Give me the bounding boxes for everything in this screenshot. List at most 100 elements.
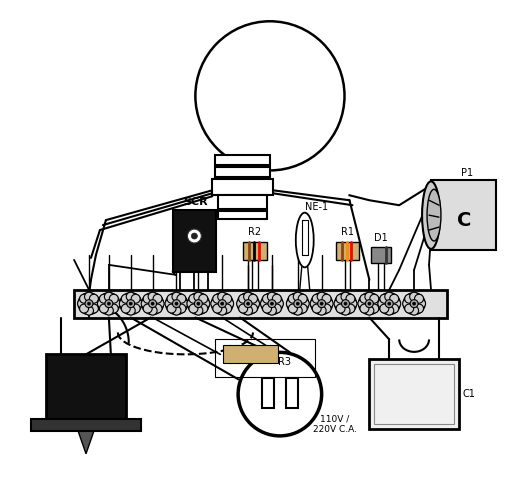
Circle shape xyxy=(98,293,120,315)
Circle shape xyxy=(365,292,374,301)
Circle shape xyxy=(358,293,380,315)
Circle shape xyxy=(385,300,393,308)
Circle shape xyxy=(341,292,350,301)
Circle shape xyxy=(89,304,98,313)
Circle shape xyxy=(251,299,259,308)
Bar xyxy=(223,346,278,363)
Circle shape xyxy=(201,299,210,308)
Circle shape xyxy=(246,302,250,305)
Circle shape xyxy=(318,300,326,308)
Circle shape xyxy=(167,294,176,303)
Circle shape xyxy=(80,304,88,313)
Circle shape xyxy=(165,299,174,308)
Circle shape xyxy=(77,299,86,308)
Circle shape xyxy=(211,299,220,308)
Circle shape xyxy=(141,293,164,315)
Circle shape xyxy=(111,299,120,308)
Circle shape xyxy=(80,294,88,303)
Circle shape xyxy=(244,300,252,308)
Circle shape xyxy=(388,302,391,305)
Bar xyxy=(215,167,270,177)
Circle shape xyxy=(108,302,110,305)
Text: R3: R3 xyxy=(278,357,291,367)
Circle shape xyxy=(342,300,349,308)
Circle shape xyxy=(237,293,259,315)
Circle shape xyxy=(99,304,109,313)
Bar xyxy=(335,242,359,260)
Circle shape xyxy=(126,292,135,301)
Circle shape xyxy=(97,299,107,308)
Circle shape xyxy=(223,304,231,313)
Circle shape xyxy=(197,302,200,305)
Circle shape xyxy=(179,299,188,308)
Circle shape xyxy=(223,294,231,303)
Circle shape xyxy=(175,302,178,305)
Text: R1: R1 xyxy=(341,227,354,237)
Circle shape xyxy=(105,300,113,308)
Circle shape xyxy=(370,294,379,303)
Circle shape xyxy=(196,21,345,170)
Text: NE-1: NE-1 xyxy=(305,202,328,212)
Circle shape xyxy=(334,299,343,308)
Circle shape xyxy=(379,293,400,315)
Circle shape xyxy=(177,304,186,313)
Circle shape xyxy=(360,294,369,303)
Bar xyxy=(46,354,126,419)
Circle shape xyxy=(392,299,401,308)
Circle shape xyxy=(143,294,152,303)
Text: C1: C1 xyxy=(462,389,475,399)
Circle shape xyxy=(238,352,322,436)
Circle shape xyxy=(334,293,356,315)
Bar xyxy=(173,210,216,272)
Circle shape xyxy=(172,306,181,315)
Circle shape xyxy=(310,299,319,308)
Ellipse shape xyxy=(296,212,314,267)
Circle shape xyxy=(346,304,355,313)
Circle shape xyxy=(211,293,233,315)
Circle shape xyxy=(370,304,379,313)
Circle shape xyxy=(109,294,118,303)
Circle shape xyxy=(109,304,118,313)
Circle shape xyxy=(414,304,423,313)
Circle shape xyxy=(287,293,309,315)
Circle shape xyxy=(92,299,100,308)
Circle shape xyxy=(239,294,248,303)
Circle shape xyxy=(410,300,418,308)
Bar xyxy=(431,181,496,250)
Bar xyxy=(243,242,267,260)
Circle shape xyxy=(151,302,154,305)
Circle shape xyxy=(199,294,208,303)
Bar xyxy=(262,378,274,408)
Circle shape xyxy=(187,229,201,243)
Circle shape xyxy=(402,299,412,308)
Circle shape xyxy=(293,306,302,315)
Circle shape xyxy=(312,294,321,303)
Circle shape xyxy=(218,306,227,315)
Bar xyxy=(371,247,391,263)
Circle shape xyxy=(85,300,93,308)
Circle shape xyxy=(213,294,222,303)
Bar xyxy=(369,359,459,429)
Circle shape xyxy=(172,292,181,301)
Circle shape xyxy=(385,292,394,301)
Circle shape xyxy=(78,293,100,315)
Polygon shape xyxy=(78,431,94,454)
Circle shape xyxy=(189,304,198,313)
Circle shape xyxy=(298,304,307,313)
Circle shape xyxy=(320,302,323,305)
Circle shape xyxy=(149,300,157,308)
Circle shape xyxy=(148,306,157,315)
Circle shape xyxy=(380,294,389,303)
Circle shape xyxy=(243,292,253,301)
Circle shape xyxy=(153,294,162,303)
Text: P1: P1 xyxy=(461,168,473,179)
Circle shape xyxy=(405,294,414,303)
Bar xyxy=(215,339,315,377)
Circle shape xyxy=(389,294,399,303)
Circle shape xyxy=(133,299,142,308)
Circle shape xyxy=(263,304,271,313)
Circle shape xyxy=(194,292,203,301)
Circle shape xyxy=(225,299,233,308)
Circle shape xyxy=(237,299,245,308)
Circle shape xyxy=(261,299,269,308)
